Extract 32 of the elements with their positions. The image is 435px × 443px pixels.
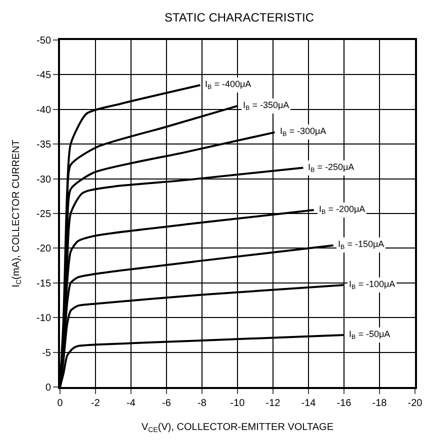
series-label: I$_{B}$ = -150μA bbox=[338, 239, 384, 251]
series-label: I$_{B}$ = -300μA bbox=[280, 126, 326, 138]
series-label: I$_{B}$ = -250μA bbox=[308, 162, 354, 174]
x-tick-label: -4 bbox=[126, 398, 136, 409]
y-tick-label: -5 bbox=[42, 348, 52, 359]
y-tick-label: -25 bbox=[36, 209, 52, 220]
series-label: I$_{B}$ = -100μA bbox=[349, 279, 396, 291]
x-tick-label: -2 bbox=[91, 398, 100, 409]
x-axis-title: V$_{CE}$(V), COLLECTOR-EMITTER VOLTAGE bbox=[142, 422, 334, 434]
x-tick-label: -14 bbox=[301, 398, 316, 409]
y-tick-label: -45 bbox=[36, 70, 52, 82]
x-tick-label: -10 bbox=[230, 398, 246, 409]
y-tick-label: -10 bbox=[36, 313, 52, 324]
y-tick-label: 0 bbox=[45, 382, 52, 394]
x-tick-label: 0 bbox=[57, 398, 64, 409]
y-tick-label: -15 bbox=[36, 278, 52, 290]
x-tick-label: -8 bbox=[198, 398, 207, 409]
y-tick-label: -30 bbox=[36, 174, 52, 186]
y-tick-label: -20 bbox=[36, 244, 52, 255]
chart-title: STATIC CHARACTERISTIC bbox=[164, 10, 314, 25]
x-tick-label: -20 bbox=[408, 398, 423, 409]
x-tick-label: -16 bbox=[336, 398, 352, 409]
y-tick-label: -35 bbox=[36, 140, 52, 151]
x-tick-label: -6 bbox=[162, 398, 172, 409]
y-tick-label: -40 bbox=[36, 104, 52, 116]
series-label: I$_{B}$ = -400μA bbox=[205, 79, 252, 91]
series-label: I$_{B}$ = -200μA bbox=[319, 204, 366, 216]
x-tick-label: -18 bbox=[372, 398, 388, 409]
x-tick-label: -12 bbox=[266, 398, 281, 409]
series-label: I$_{B}$ = -50μA bbox=[349, 329, 390, 341]
y-tick-label: -50 bbox=[36, 36, 52, 46]
series-label: I$_{B}$ = -350μA bbox=[243, 100, 290, 112]
